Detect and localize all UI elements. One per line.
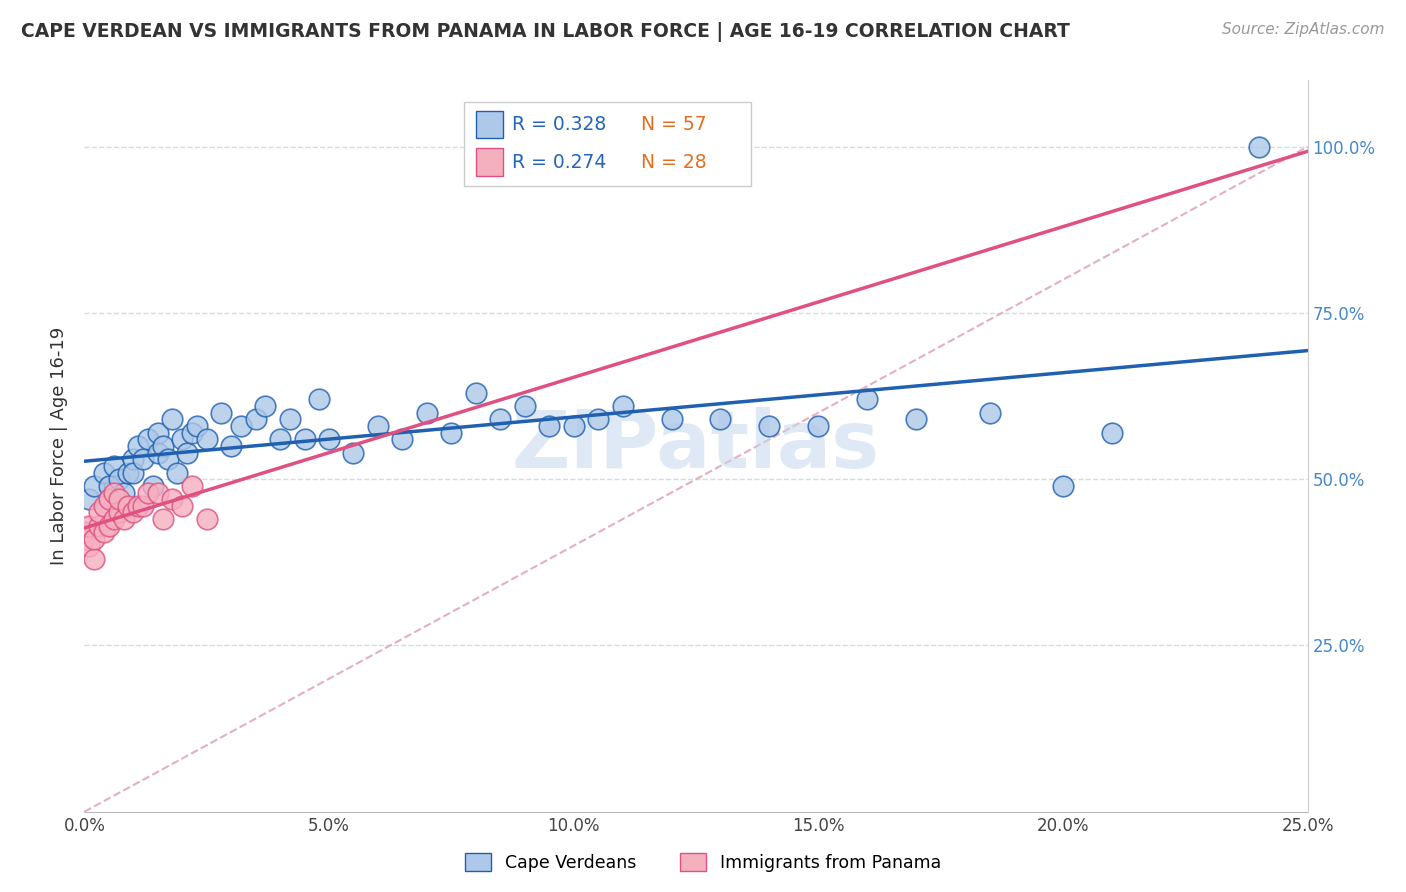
- Point: [278, 412, 301, 426]
- Point: [112, 485, 135, 500]
- Point: [172, 499, 194, 513]
- Point: [856, 392, 879, 407]
- Point: [416, 406, 439, 420]
- Point: [112, 512, 135, 526]
- Point: [513, 399, 536, 413]
- Point: [107, 506, 129, 520]
- Point: [195, 512, 218, 526]
- Text: ZIPatlas: ZIPatlas: [512, 407, 880, 485]
- Point: [93, 525, 115, 540]
- Point: [440, 425, 463, 440]
- Y-axis label: In Labor Force | Age 16-19: In Labor Force | Age 16-19: [51, 326, 69, 566]
- Point: [219, 439, 242, 453]
- Point: [103, 512, 125, 526]
- Point: [586, 412, 609, 426]
- Point: [83, 532, 105, 546]
- Point: [127, 499, 149, 513]
- Point: [77, 492, 100, 507]
- Point: [612, 399, 634, 413]
- Point: [229, 419, 252, 434]
- Point: [245, 412, 267, 426]
- Point: [176, 445, 198, 459]
- Point: [103, 485, 125, 500]
- Point: [152, 439, 174, 453]
- FancyBboxPatch shape: [475, 148, 503, 177]
- Point: [391, 433, 413, 447]
- Point: [562, 419, 585, 434]
- Point: [661, 412, 683, 426]
- Point: [117, 499, 139, 513]
- Text: Source: ZipAtlas.com: Source: ZipAtlas.com: [1222, 22, 1385, 37]
- FancyBboxPatch shape: [464, 103, 751, 186]
- Point: [181, 425, 204, 440]
- Point: [122, 452, 145, 467]
- Point: [172, 433, 194, 447]
- Point: [122, 506, 145, 520]
- Point: [186, 419, 208, 434]
- Point: [709, 412, 731, 426]
- Text: N = 57: N = 57: [641, 115, 707, 134]
- Point: [97, 479, 120, 493]
- Point: [195, 433, 218, 447]
- Point: [107, 492, 129, 507]
- Text: R = 0.274: R = 0.274: [513, 153, 607, 172]
- Point: [162, 412, 184, 426]
- Point: [103, 458, 125, 473]
- Point: [905, 412, 928, 426]
- Legend: Cape Verdeans, Immigrants from Panama: Cape Verdeans, Immigrants from Panama: [458, 847, 948, 879]
- Point: [122, 466, 145, 480]
- Point: [132, 452, 155, 467]
- Point: [83, 479, 105, 493]
- Point: [538, 419, 561, 434]
- Point: [107, 472, 129, 486]
- Point: [77, 518, 100, 533]
- Point: [156, 452, 179, 467]
- Text: N = 28: N = 28: [641, 153, 707, 172]
- Point: [1247, 140, 1270, 154]
- Text: CAPE VERDEAN VS IMMIGRANTS FROM PANAMA IN LABOR FORCE | AGE 16-19 CORRELATION CH: CAPE VERDEAN VS IMMIGRANTS FROM PANAMA I…: [21, 22, 1070, 42]
- Point: [97, 492, 120, 507]
- Point: [87, 506, 110, 520]
- Point: [146, 485, 169, 500]
- Point: [87, 518, 110, 533]
- Point: [136, 485, 159, 500]
- Point: [489, 412, 512, 426]
- Point: [117, 466, 139, 480]
- Point: [464, 385, 486, 400]
- Point: [152, 512, 174, 526]
- Point: [318, 433, 340, 447]
- Point: [209, 406, 232, 420]
- Point: [93, 466, 115, 480]
- Point: [166, 466, 188, 480]
- Point: [269, 433, 291, 447]
- Point: [979, 406, 1001, 420]
- Point: [73, 532, 96, 546]
- Text: R = 0.328: R = 0.328: [513, 115, 607, 134]
- Point: [1052, 479, 1074, 493]
- Point: [132, 499, 155, 513]
- Point: [294, 433, 316, 447]
- Point: [254, 399, 277, 413]
- Point: [142, 479, 165, 493]
- FancyBboxPatch shape: [475, 111, 503, 138]
- Point: [127, 439, 149, 453]
- Point: [1101, 425, 1123, 440]
- Point: [136, 433, 159, 447]
- Point: [758, 419, 780, 434]
- Point: [83, 552, 105, 566]
- Point: [73, 525, 96, 540]
- Point: [807, 419, 830, 434]
- Point: [77, 539, 100, 553]
- Point: [367, 419, 389, 434]
- Point: [162, 492, 184, 507]
- Point: [146, 445, 169, 459]
- Point: [342, 445, 364, 459]
- Point: [146, 425, 169, 440]
- Point: [93, 499, 115, 513]
- Point: [308, 392, 330, 407]
- Point: [97, 518, 120, 533]
- Point: [181, 479, 204, 493]
